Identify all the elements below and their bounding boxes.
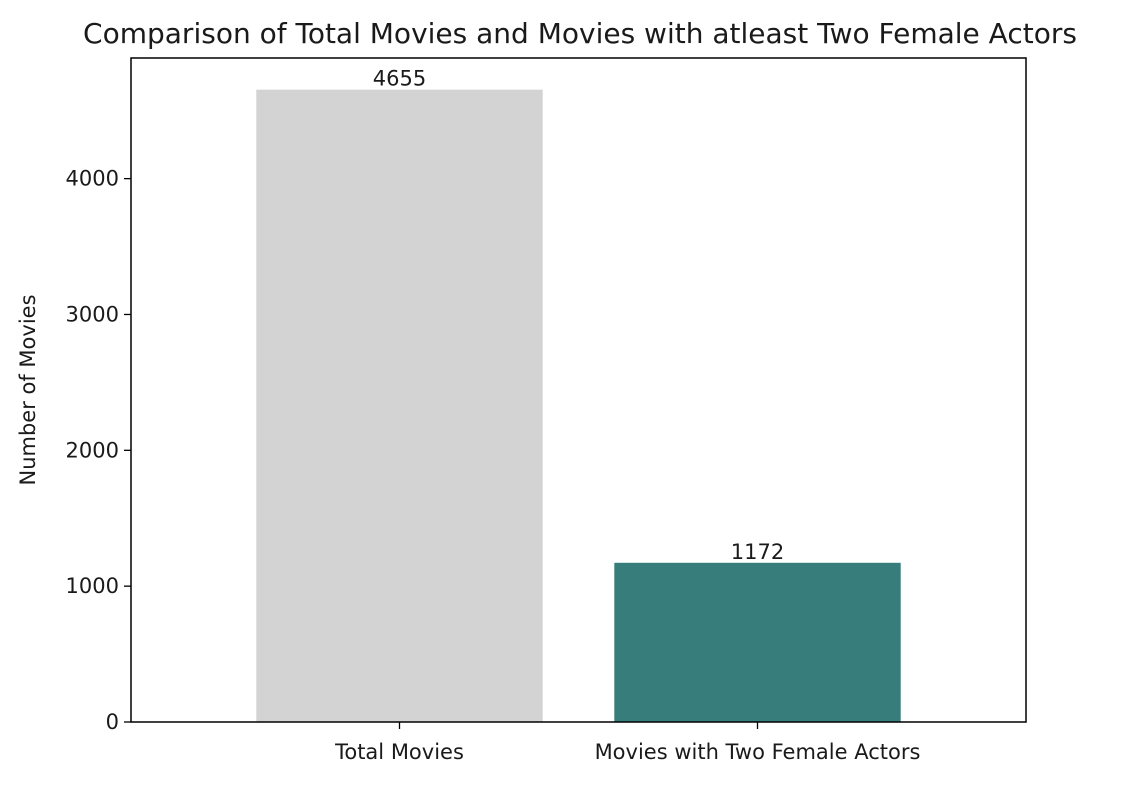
y-tick-label: 2000: [66, 438, 119, 462]
bar-value-label: 1172: [731, 540, 784, 564]
x-tick-label: Total Movies: [334, 740, 464, 764]
chart-title: Comparison of Total Movies and Movies wi…: [83, 17, 1077, 50]
y-tick-label: 4000: [66, 167, 119, 191]
plot-area-frame: [130, 57, 1027, 723]
data-labels-layer: 4655 1172: [373, 67, 784, 564]
bar-value-label: 4655: [373, 67, 426, 91]
y-tick-label: 0: [106, 710, 119, 734]
y-axis-ticks: 0 1000 2000 3000 4000: [66, 167, 131, 734]
x-tick-label: Movies with Two Female Actors: [595, 740, 921, 764]
bar-1: [256, 89, 543, 722]
y-axis-label: Number of Movies: [16, 294, 40, 485]
x-axis-ticks: Total Movies Movies with Two Female Actor…: [334, 722, 920, 764]
y-tick-label: 3000: [66, 302, 119, 326]
bar-2: [614, 562, 901, 722]
y-tick-label: 1000: [66, 574, 119, 598]
bars-layer: [256, 89, 901, 722]
